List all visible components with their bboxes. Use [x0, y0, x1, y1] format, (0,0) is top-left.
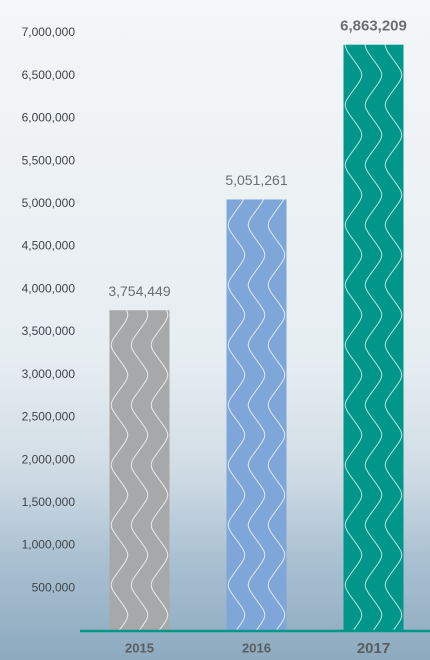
y-tick-label: 4,500,000 — [22, 239, 76, 253]
bar — [109, 310, 170, 631]
y-tick-label: 5,500,000 — [22, 153, 76, 167]
y-tick-label: 2,000,000 — [22, 452, 76, 466]
y-tick-label: 6,500,000 — [22, 68, 76, 82]
y-tick-label: 7,000,000 — [22, 25, 76, 39]
y-tick-label: 3,000,000 — [22, 367, 76, 381]
y-tick-label: 4,000,000 — [22, 281, 76, 295]
bar — [226, 199, 287, 632]
y-tick-label: 2,500,000 — [22, 410, 76, 424]
bar — [343, 44, 404, 632]
y-tick-label: 6,000,000 — [22, 111, 76, 125]
x-tick-label: 2016 — [242, 640, 271, 655]
y-tick-label: 500,000 — [32, 580, 76, 594]
y-tick-label: 5,000,000 — [22, 196, 76, 210]
value-label: 5,051,261 — [225, 172, 287, 188]
value-label: 6,863,209 — [340, 18, 407, 35]
value-label: 3,754,449 — [108, 283, 170, 299]
y-tick-label: 1,000,000 — [22, 538, 76, 552]
x-tick-label: 2017 — [357, 640, 390, 657]
y-tick-label: 3,500,000 — [22, 324, 76, 338]
x-tick-label: 2015 — [125, 640, 154, 655]
y-tick-label: 1,500,000 — [22, 495, 76, 509]
